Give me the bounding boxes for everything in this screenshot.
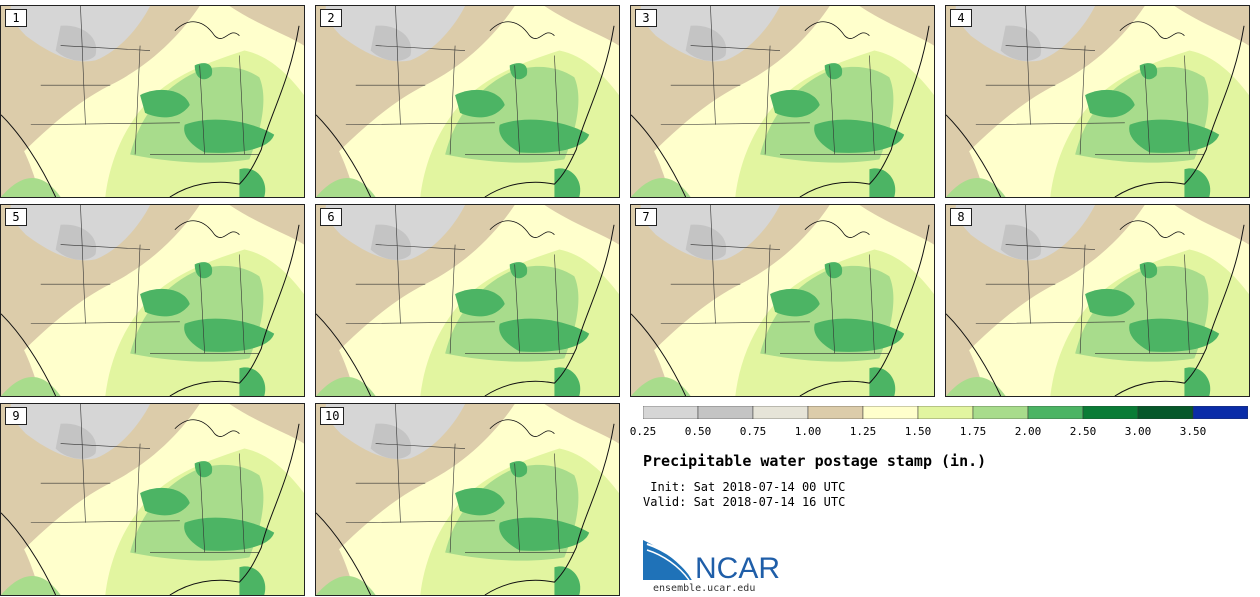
postage-stamp-4: 4	[945, 5, 1250, 198]
colorbar-bin	[917, 406, 974, 419]
stamp-member-label: 10	[320, 407, 345, 425]
stamp-member-label: 4	[950, 9, 972, 27]
ncar-logo-text: NCAR	[695, 552, 780, 584]
stamp-member-label: 3	[635, 9, 657, 27]
colorbar-bin	[807, 406, 864, 419]
postage-stamp-2: 2	[315, 5, 620, 198]
precipitable-water-map	[316, 6, 619, 197]
colorbar-tick-label: 1.50	[904, 425, 932, 438]
ncar-logo: NCAR	[643, 540, 780, 584]
colorbar-bin	[697, 406, 754, 419]
colorbar-bin	[1137, 406, 1194, 419]
postage-stamp-3: 3	[630, 5, 935, 198]
colorbar-tick-label: 2.00	[1014, 425, 1042, 438]
colorbar-bin	[1082, 406, 1139, 419]
colorbar-tick-label: 2.50	[1069, 425, 1097, 438]
stamp-member-label: 1	[5, 9, 27, 27]
colorbar-tick-label: 1.25	[849, 425, 877, 438]
postage-stamp-6: 6	[315, 204, 620, 397]
precipitable-water-map	[631, 6, 934, 197]
precipitable-water-map	[946, 6, 1249, 197]
stamp-member-label: 7	[635, 208, 657, 226]
precipitable-water-colorbar	[643, 406, 1248, 419]
postage-stamp-9: 9	[0, 403, 305, 596]
colorbar-bin	[862, 406, 919, 419]
stamp-member-label: 6	[320, 208, 342, 226]
precipitable-water-map	[1, 404, 304, 595]
colorbar-tick-label: 0.50	[684, 425, 712, 438]
stamp-member-label: 5	[5, 208, 27, 226]
init-time: Init: Sat 2018-07-14 00 UTC	[643, 480, 846, 494]
postage-stamp-7: 7	[630, 204, 935, 397]
colorbar-tick-label: 0.25	[629, 425, 657, 438]
colorbar-tick-label: 3.00	[1124, 425, 1152, 438]
colorbar-bin	[1192, 406, 1248, 419]
postage-stamp-10: 10	[315, 403, 620, 596]
valid-time: Valid: Sat 2018-07-14 16 UTC	[643, 495, 846, 509]
plot-title: Precipitable water postage stamp (in.)	[643, 452, 987, 470]
precipitable-water-map	[1, 6, 304, 197]
precipitable-water-map	[946, 205, 1249, 396]
colorbar-tick-label: 0.75	[739, 425, 767, 438]
precipitable-water-map	[316, 205, 619, 396]
colorbar-tick-label: 1.00	[794, 425, 822, 438]
colorbar-bin	[752, 406, 809, 419]
postage-stamp-8: 8	[945, 204, 1250, 397]
stamp-member-label: 2	[320, 9, 342, 27]
precipitable-water-map	[1, 205, 304, 396]
postage-stamp-1: 1	[0, 5, 305, 198]
colorbar-bin	[972, 406, 1029, 419]
stamp-member-label: 9	[5, 407, 27, 425]
precipitable-water-map	[631, 205, 934, 396]
stamp-member-label: 8	[950, 208, 972, 226]
colorbar-tick-label: 1.75	[959, 425, 987, 438]
colorbar-bin	[1027, 406, 1084, 419]
colorbar-tick-label: 3.50	[1179, 425, 1207, 438]
website-url: ensemble.ucar.edu	[653, 583, 756, 594]
postage-stamp-5: 5	[0, 204, 305, 397]
colorbar-bin	[643, 406, 699, 419]
precipitable-water-map	[316, 404, 619, 595]
